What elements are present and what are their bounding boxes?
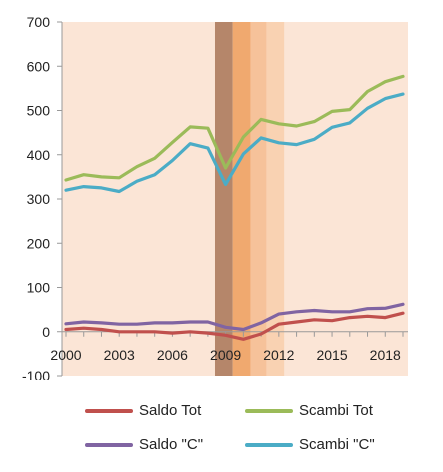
x-tick-label: 2012	[263, 347, 294, 363]
y-tick-label: 700	[27, 14, 51, 30]
shaded-band-0	[214, 22, 233, 376]
y-tick-label: 100	[27, 280, 51, 296]
legend-label-scambi-tot: Scambi Tot	[299, 402, 373, 419]
x-tick-label: 2000	[50, 347, 81, 363]
x-tick-label: 2009	[210, 347, 241, 363]
series-lines	[64, 74, 405, 341]
series-line-1	[64, 74, 405, 182]
legend-swatch-scambi-c	[245, 442, 293, 447]
y-tick-label: 600	[27, 58, 51, 74]
x-tick-label: 2003	[104, 347, 135, 363]
x-tick-labels: 2000 2003 2006 2009 2012 2015 2018	[50, 347, 401, 363]
y-tick-label: -100	[22, 368, 50, 380]
shaded-bands	[214, 22, 285, 376]
series-line-2	[64, 302, 405, 332]
legend: Saldo Tot Scambi Tot Saldo "C" Scambi "C…	[0, 390, 443, 472]
legend-swatch-saldo-tot	[85, 408, 133, 413]
y-tick-label: 300	[27, 191, 51, 207]
x-tick-label: 2018	[370, 347, 401, 363]
shaded-band-1	[232, 22, 251, 376]
series-line-3	[64, 92, 405, 194]
legend-label-saldo-tot: Saldo Tot	[139, 402, 202, 419]
shaded-band-3	[266, 22, 285, 376]
legend-item-saldo-tot: Saldo Tot	[85, 402, 201, 419]
y-tick-label: 500	[27, 103, 51, 119]
y-tick-labels: 700 600 500 400 300 200 100 0 -100	[22, 14, 50, 380]
legend-swatch-scambi-tot	[245, 408, 293, 413]
legend-item-scambi-c: Scambi "C"	[245, 436, 375, 453]
y-tick-label: 400	[27, 147, 51, 163]
legend-item-saldo-c: Saldo "C"	[85, 436, 203, 453]
y-tick-label: 0	[42, 324, 50, 340]
legend-label-saldo-c: Saldo "C"	[139, 436, 204, 453]
y-tick-label: 200	[27, 235, 51, 251]
x-tick-label: 2006	[157, 347, 188, 363]
legend-swatch-saldo-c	[85, 442, 133, 447]
series-line-0	[64, 311, 405, 341]
shaded-band-2	[250, 22, 267, 376]
x-tick-label: 2015	[316, 347, 347, 363]
legend-item-scambi-tot: Scambi Tot	[245, 402, 373, 419]
legend-label-scambi-c: Scambi "C"	[299, 436, 375, 453]
